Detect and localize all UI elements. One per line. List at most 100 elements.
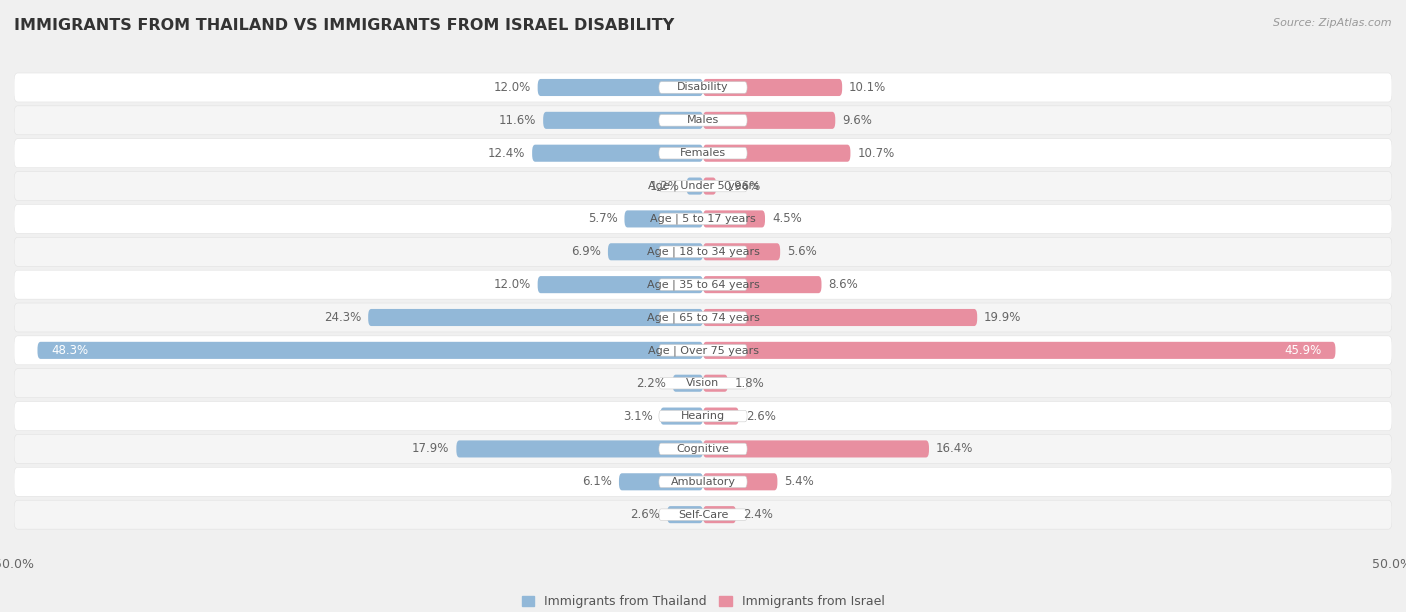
Text: 10.7%: 10.7% <box>858 147 894 160</box>
Text: 5.4%: 5.4% <box>785 476 814 488</box>
Text: 16.4%: 16.4% <box>936 442 973 455</box>
FancyBboxPatch shape <box>659 246 747 258</box>
FancyBboxPatch shape <box>668 506 703 523</box>
FancyBboxPatch shape <box>703 309 977 326</box>
FancyBboxPatch shape <box>703 375 728 392</box>
FancyBboxPatch shape <box>659 181 747 192</box>
Text: 2.6%: 2.6% <box>630 508 661 521</box>
FancyBboxPatch shape <box>659 82 747 93</box>
FancyBboxPatch shape <box>14 171 1392 201</box>
Text: 12.0%: 12.0% <box>494 278 531 291</box>
FancyBboxPatch shape <box>703 144 851 162</box>
Text: Age | Over 75 years: Age | Over 75 years <box>648 345 758 356</box>
FancyBboxPatch shape <box>537 79 703 96</box>
FancyBboxPatch shape <box>14 270 1392 299</box>
FancyBboxPatch shape <box>14 401 1392 430</box>
FancyBboxPatch shape <box>38 342 703 359</box>
FancyBboxPatch shape <box>14 73 1392 102</box>
FancyBboxPatch shape <box>543 112 703 129</box>
Text: Females: Females <box>681 148 725 159</box>
Text: 4.5%: 4.5% <box>772 212 801 225</box>
FancyBboxPatch shape <box>659 147 747 159</box>
Text: Self-Care: Self-Care <box>678 510 728 520</box>
FancyBboxPatch shape <box>624 211 703 228</box>
FancyBboxPatch shape <box>659 443 747 455</box>
FancyBboxPatch shape <box>14 369 1392 398</box>
Text: Age | 65 to 74 years: Age | 65 to 74 years <box>647 312 759 323</box>
FancyBboxPatch shape <box>537 276 703 293</box>
Text: Source: ZipAtlas.com: Source: ZipAtlas.com <box>1274 18 1392 28</box>
Text: 5.7%: 5.7% <box>588 212 617 225</box>
FancyBboxPatch shape <box>659 509 747 520</box>
FancyBboxPatch shape <box>703 79 842 96</box>
Text: 6.1%: 6.1% <box>582 476 612 488</box>
FancyBboxPatch shape <box>703 211 765 228</box>
FancyBboxPatch shape <box>368 309 703 326</box>
FancyBboxPatch shape <box>619 473 703 490</box>
Text: 48.3%: 48.3% <box>51 344 89 357</box>
Text: 10.1%: 10.1% <box>849 81 886 94</box>
FancyBboxPatch shape <box>703 243 780 260</box>
Text: 0.96%: 0.96% <box>723 179 761 193</box>
FancyBboxPatch shape <box>703 473 778 490</box>
Text: Age | Under 5 years: Age | Under 5 years <box>648 181 758 192</box>
FancyBboxPatch shape <box>14 336 1392 365</box>
Text: 6.9%: 6.9% <box>571 245 600 258</box>
FancyBboxPatch shape <box>703 342 1336 359</box>
FancyBboxPatch shape <box>686 177 703 195</box>
Text: 9.6%: 9.6% <box>842 114 872 127</box>
FancyBboxPatch shape <box>703 408 738 425</box>
Text: 12.0%: 12.0% <box>494 81 531 94</box>
FancyBboxPatch shape <box>703 112 835 129</box>
Text: 5.6%: 5.6% <box>787 245 817 258</box>
FancyBboxPatch shape <box>457 441 703 458</box>
FancyBboxPatch shape <box>14 303 1392 332</box>
FancyBboxPatch shape <box>661 408 703 425</box>
FancyBboxPatch shape <box>14 204 1392 233</box>
FancyBboxPatch shape <box>703 441 929 458</box>
FancyBboxPatch shape <box>659 345 747 356</box>
FancyBboxPatch shape <box>14 139 1392 168</box>
FancyBboxPatch shape <box>659 410 747 422</box>
Text: 1.8%: 1.8% <box>735 377 765 390</box>
Text: 2.6%: 2.6% <box>745 409 776 422</box>
Text: Ambulatory: Ambulatory <box>671 477 735 487</box>
Text: IMMIGRANTS FROM THAILAND VS IMMIGRANTS FROM ISRAEL DISABILITY: IMMIGRANTS FROM THAILAND VS IMMIGRANTS F… <box>14 18 675 34</box>
Text: 24.3%: 24.3% <box>323 311 361 324</box>
FancyBboxPatch shape <box>703 506 737 523</box>
FancyBboxPatch shape <box>672 375 703 392</box>
FancyBboxPatch shape <box>659 312 747 323</box>
FancyBboxPatch shape <box>14 237 1392 266</box>
FancyBboxPatch shape <box>14 468 1392 496</box>
Text: Vision: Vision <box>686 378 720 388</box>
FancyBboxPatch shape <box>659 378 747 389</box>
FancyBboxPatch shape <box>531 144 703 162</box>
Text: Hearing: Hearing <box>681 411 725 421</box>
Text: 8.6%: 8.6% <box>828 278 858 291</box>
FancyBboxPatch shape <box>14 106 1392 135</box>
FancyBboxPatch shape <box>607 243 703 260</box>
Text: 11.6%: 11.6% <box>499 114 536 127</box>
Text: 2.2%: 2.2% <box>636 377 666 390</box>
FancyBboxPatch shape <box>659 114 747 126</box>
FancyBboxPatch shape <box>703 177 716 195</box>
Text: 1.2%: 1.2% <box>650 179 679 193</box>
FancyBboxPatch shape <box>659 213 747 225</box>
FancyBboxPatch shape <box>659 476 747 488</box>
Text: Age | 18 to 34 years: Age | 18 to 34 years <box>647 247 759 257</box>
Legend: Immigrants from Thailand, Immigrants from Israel: Immigrants from Thailand, Immigrants fro… <box>516 590 890 612</box>
Text: 2.4%: 2.4% <box>742 508 773 521</box>
Text: Disability: Disability <box>678 83 728 92</box>
Text: 45.9%: 45.9% <box>1285 344 1322 357</box>
Text: Males: Males <box>688 115 718 125</box>
FancyBboxPatch shape <box>659 279 747 290</box>
Text: Age | 35 to 64 years: Age | 35 to 64 years <box>647 280 759 290</box>
Text: 3.1%: 3.1% <box>624 409 654 422</box>
Text: 19.9%: 19.9% <box>984 311 1022 324</box>
FancyBboxPatch shape <box>14 500 1392 529</box>
FancyBboxPatch shape <box>14 435 1392 463</box>
Text: 12.4%: 12.4% <box>488 147 526 160</box>
FancyBboxPatch shape <box>703 276 821 293</box>
Text: Age | 5 to 17 years: Age | 5 to 17 years <box>650 214 756 224</box>
Text: 17.9%: 17.9% <box>412 442 450 455</box>
